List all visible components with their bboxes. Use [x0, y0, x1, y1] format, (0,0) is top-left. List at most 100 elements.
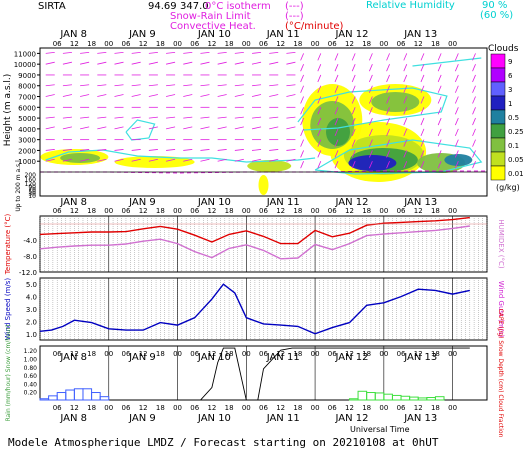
hour-label-top: 06 [53, 40, 62, 48]
cloud-ytick-label: 5000 [18, 115, 36, 123]
precip-ylabel2: CAPE (J/g) Snow Depth (cm) Cloud Fractio… [497, 309, 504, 438]
hour-label-top: 00 [311, 40, 320, 48]
wind-vector [369, 107, 373, 115]
hour-label-mid: 06 [328, 207, 337, 215]
wind-vector [317, 107, 322, 115]
wind-vector [62, 51, 72, 54]
wind-vector [454, 85, 459, 93]
colorbar-tick-label: 0.01 [508, 170, 524, 178]
wind-vector [114, 51, 124, 54]
hour-label-bottom: 06 [53, 404, 62, 412]
wind-vector [183, 51, 193, 54]
colorbar-tick-label: 0.5 [508, 114, 519, 122]
rh-contour [45, 149, 316, 163]
hour-label-mid: 06 [259, 207, 268, 215]
wind-vector [45, 84, 55, 87]
day-label-foot: JAN 11 [266, 413, 300, 424]
temp-ylabel: Temperature (°C) [4, 214, 12, 276]
colorbar-swatch [490, 67, 506, 83]
wind-vector [183, 126, 193, 130]
wind-vector [437, 53, 442, 61]
hour-label-top: 12 [139, 40, 148, 48]
day-label-bottom: JAN 10 [197, 352, 231, 363]
wind-vector [148, 158, 158, 162]
hour-label-bottom-top: 00 [104, 350, 113, 358]
hour-label-bottom: 06 [122, 404, 131, 412]
wind-vector [97, 84, 107, 87]
colorbar-unit: (g/kg) [496, 183, 520, 192]
hour-label-mid: 00 [379, 207, 388, 215]
hour-label-top: 12 [345, 40, 354, 48]
wind-vector [200, 94, 210, 97]
day-label-top: JAN 10 [197, 29, 231, 40]
cloud-ytick-label: 7000 [18, 94, 36, 102]
colorbar-title: Clouds [488, 44, 519, 54]
rh-contour [125, 119, 156, 141]
cloud-ytick-label: 1000 [18, 158, 36, 166]
hour-label-top: 18 [431, 40, 440, 48]
hour-label-top: 12 [70, 40, 79, 48]
wind-vector [286, 51, 296, 54]
hour-label-bottom-top: 18 [156, 350, 165, 358]
colorbar-swatch [490, 81, 506, 97]
wind-vector [165, 61, 176, 65]
wind-ytick-label: 1.0 [26, 331, 37, 339]
day-label-top: JAN 9 [128, 29, 156, 40]
cloud-ytick-low-label: 160 [25, 176, 37, 183]
wind-vector [386, 85, 390, 93]
hour-label-bottom-top: 06 [328, 350, 337, 358]
wind-vector [403, 128, 408, 137]
colorbar-tick-label: 0.05 [508, 156, 524, 164]
wind-vector [454, 139, 459, 147]
legend-isotherm-label: 0°C isotherm [205, 1, 271, 12]
hour-label-bottom-top: 06 [259, 350, 268, 358]
wind-vector [234, 94, 244, 97]
hour-label-bottom-top: 12 [207, 350, 216, 358]
hour-label-top: 18 [87, 40, 96, 48]
wind-vector [148, 149, 158, 151]
wind-vector [300, 85, 304, 93]
wind-vector [114, 84, 124, 87]
wind-vector [97, 158, 107, 162]
wind-vector [351, 117, 356, 126]
wind-vector [369, 64, 373, 72]
hour-label-bottom: 00 [448, 404, 457, 412]
cloud-ytick-low-label: 90 [28, 184, 36, 191]
wind-vector [286, 61, 296, 65]
hour-label-bottom-top: 12 [345, 350, 354, 358]
cloud-blob [348, 155, 397, 171]
xlabel: Universal Time [350, 425, 410, 434]
hour-label-bottom-top: 12 [70, 350, 79, 358]
wind-vector [80, 149, 90, 151]
wind-vector [80, 84, 90, 87]
footer-title: Modele Atmospherique LMDZ / Forecast sta… [8, 436, 439, 449]
wind-vector [131, 51, 141, 54]
legend-rh-60: (60 %) [480, 10, 513, 21]
wind-vector [472, 117, 476, 126]
wind-vector [165, 94, 176, 97]
humidex-ylabel: HUMIDEX (°C) [497, 219, 505, 268]
hour-label-top: 00 [173, 40, 182, 48]
wind-vector [183, 94, 193, 97]
wind-vector [472, 74, 476, 83]
wind-chart: 1.0 2.0 3.0 4.0 5.0 Wind Speed (m/s) Wind Gust… [4, 277, 505, 341]
cloud-blob [247, 160, 292, 172]
wind-vector [148, 116, 158, 119]
wind-vector [437, 96, 442, 104]
wind-vector [97, 94, 107, 97]
precip-ytick-label: 1.00 [24, 356, 38, 363]
wind-vector [234, 149, 244, 151]
wind-vector [403, 117, 408, 126]
wind-vector [217, 116, 227, 119]
hour-label-mid: 00 [104, 207, 113, 215]
wind-vector [269, 126, 279, 130]
hour-label-top: 18 [362, 40, 371, 48]
precip-frame [39, 345, 488, 401]
precip-ytick-label: 0.80 [24, 365, 38, 372]
hour-label-mid: 00 [242, 207, 251, 215]
wind-vector [200, 61, 210, 65]
wind-vector [437, 107, 442, 115]
wind-vector [454, 53, 459, 61]
wind-vector [183, 116, 193, 119]
